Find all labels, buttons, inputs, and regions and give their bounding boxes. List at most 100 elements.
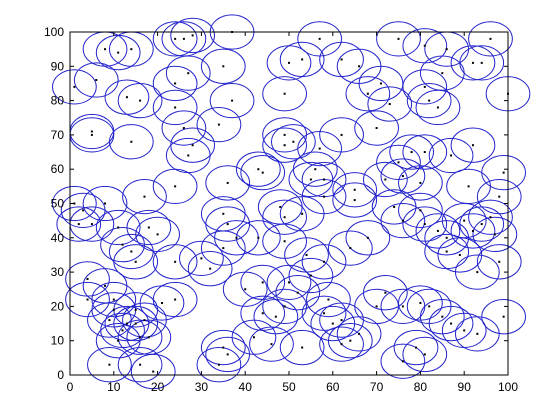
point-marker-112	[86, 277, 89, 280]
point-marker-40	[90, 130, 93, 133]
y-tick-label-4: 40	[51, 231, 65, 245]
point-marker-7	[174, 37, 177, 40]
y-tick-label-7: 70	[51, 128, 65, 142]
point-marker-137	[323, 312, 326, 315]
point-marker-148	[463, 329, 466, 332]
circle-marker-59	[362, 161, 408, 198]
point-marker-15	[174, 106, 177, 109]
point-marker-71	[82, 209, 85, 212]
point-marker-9	[191, 34, 194, 37]
circle-marker-27	[450, 45, 496, 81]
point-marker-84	[222, 247, 225, 250]
circle-marker-73	[56, 206, 102, 242]
circle-marker-7	[152, 21, 198, 57]
point-marker-36	[375, 127, 378, 130]
point-marker-69	[502, 171, 505, 174]
circle-marker-6	[117, 82, 163, 119]
point-marker-76	[143, 195, 146, 198]
x-tick-label-2: 20	[151, 380, 165, 394]
circle-marker-31	[406, 82, 452, 119]
point-marker-20	[318, 37, 321, 40]
circle-marker-154	[130, 353, 176, 390]
point-marker-62	[423, 151, 426, 154]
point-marker-74	[90, 223, 93, 226]
point-marker-87	[235, 236, 238, 239]
point-marker-0	[73, 85, 76, 88]
point-marker-159	[270, 343, 273, 346]
y-tick-label-3: 30	[51, 265, 65, 279]
point-marker-98	[393, 205, 396, 208]
point-marker-55	[323, 178, 326, 181]
circle-marker-83	[179, 240, 224, 277]
circle-marker-107	[472, 216, 518, 253]
x-tick-label-9: 90	[458, 380, 472, 394]
point-marker-116	[112, 308, 115, 311]
y-tick-label-6: 60	[51, 162, 65, 176]
point-marker-44	[187, 154, 190, 157]
point-marker-81	[134, 260, 137, 263]
circle-marker-62	[402, 134, 448, 170]
point-marker-125	[160, 301, 163, 304]
point-marker-139	[340, 343, 343, 346]
point-marker-26	[489, 37, 492, 40]
point-marker-11	[187, 72, 190, 75]
point-marker-31	[428, 99, 431, 102]
point-marker-41	[90, 133, 93, 136]
point-marker-85	[222, 212, 225, 215]
circle-marker-38	[262, 76, 308, 112]
point-marker-97	[401, 219, 404, 222]
circle-marker-82	[152, 244, 198, 280]
point-marker-108	[445, 250, 448, 253]
point-marker-27	[471, 61, 474, 64]
circle-marker-9	[170, 17, 216, 54]
point-marker-146	[441, 315, 444, 318]
point-marker-117	[112, 298, 115, 301]
circle-marker-134	[275, 275, 321, 311]
point-marker-158	[252, 336, 255, 339]
x-tick-label-3: 30	[195, 380, 209, 394]
circle-marker-47	[235, 151, 281, 187]
circle-marker-54	[288, 161, 334, 198]
point-marker-104	[471, 229, 474, 232]
point-marker-5	[125, 96, 128, 99]
circle-marker-1	[73, 62, 119, 98]
point-marker-138	[340, 319, 343, 322]
point-marker-152	[117, 339, 120, 342]
circle-marker-50	[262, 127, 308, 163]
point-marker-70	[73, 202, 76, 205]
point-marker-1	[95, 79, 98, 82]
point-marker-149	[476, 332, 479, 335]
circle-marker-105	[459, 206, 505, 242]
circle-marker-76	[122, 178, 167, 215]
point-marker-162	[349, 339, 352, 342]
x-tick-label-6: 60	[326, 380, 340, 394]
point-marker-54	[309, 178, 312, 181]
point-marker-24	[423, 44, 426, 47]
point-marker-13	[222, 65, 225, 68]
point-marker-114	[104, 284, 107, 287]
point-marker-6	[139, 99, 142, 102]
circle-marker-14	[209, 82, 255, 119]
circle-marker-0	[51, 69, 97, 105]
point-marker-145	[428, 305, 431, 308]
point-marker-155	[217, 363, 220, 366]
circle-marker-165	[402, 336, 448, 373]
point-marker-8	[182, 37, 185, 40]
point-marker-57	[353, 188, 356, 191]
point-marker-72	[104, 202, 107, 205]
point-marker-135	[309, 274, 312, 277]
point-marker-136	[327, 298, 330, 301]
circle-marker-147	[428, 305, 474, 342]
point-marker-105	[480, 223, 483, 226]
point-marker-45	[174, 185, 177, 188]
circle-marker-160	[279, 329, 325, 366]
point-marker-21	[340, 58, 343, 61]
circle-marker-104	[450, 213, 496, 249]
point-marker-86	[226, 223, 229, 226]
circle-marker-153	[117, 347, 163, 383]
circle-marker-48	[240, 154, 286, 191]
point-marker-165	[423, 353, 426, 356]
circle-marker-46	[205, 165, 251, 201]
circle-marker-19	[279, 41, 325, 78]
x-tick-label-7: 70	[370, 380, 384, 394]
